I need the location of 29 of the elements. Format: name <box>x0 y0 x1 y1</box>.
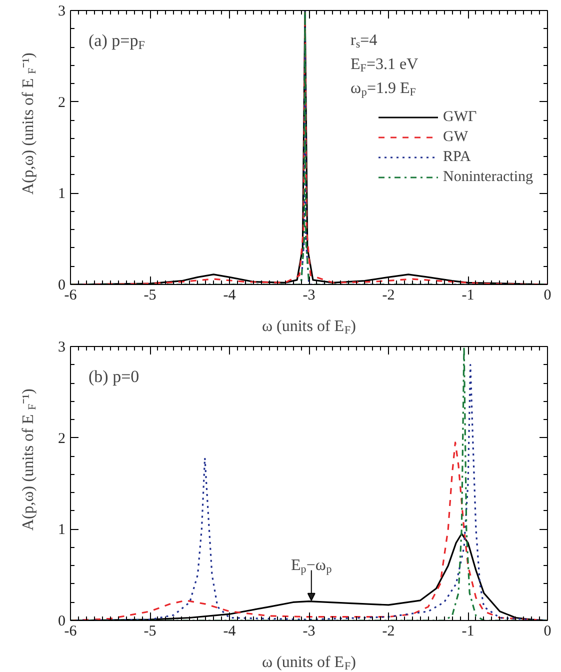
y-tick-label: 0 <box>58 278 66 294</box>
x-tick-label: -2 <box>382 624 395 640</box>
y-axis-title: A(p,ω) (units of EF⁻¹) <box>20 388 38 531</box>
x-tick-label: 0 <box>544 624 552 640</box>
x-tick-label: -5 <box>144 288 156 304</box>
x-tick-label: 0 <box>544 288 552 304</box>
legend-label: Noninteracting <box>443 168 533 186</box>
y-tick-label: 0 <box>58 614 66 630</box>
x-tick-label: -4 <box>223 288 236 304</box>
x-tick-label: -2 <box>382 288 395 304</box>
y-tick-label: 3 <box>58 340 66 356</box>
text: (b) p=0 <box>88 367 140 386</box>
x-tick-label: -3 <box>302 624 316 640</box>
x-tick-label: -6 <box>64 288 78 304</box>
x-tick-label: -1 <box>462 288 474 304</box>
y-tick-label: 1 <box>58 186 66 202</box>
y-tick-label: 2 <box>58 430 66 447</box>
legend-label: RPA <box>443 148 471 166</box>
x-tick-label: -5 <box>144 624 156 640</box>
x-tick-label: -3 <box>302 288 316 304</box>
y-tick-label: 1 <box>58 522 66 538</box>
x-tick-label: -6 <box>64 624 78 640</box>
y-axis-title: A(p,ω) (units of EF⁻¹) <box>20 52 38 195</box>
x-tick-label: -1 <box>462 624 474 640</box>
y-tick-label: 2 <box>58 94 66 111</box>
x-tick-label: -4 <box>223 624 236 640</box>
y-tick-label: 3 <box>58 4 66 20</box>
legend-label: GW <box>443 128 468 146</box>
legend-label: GWΓ <box>443 108 477 126</box>
